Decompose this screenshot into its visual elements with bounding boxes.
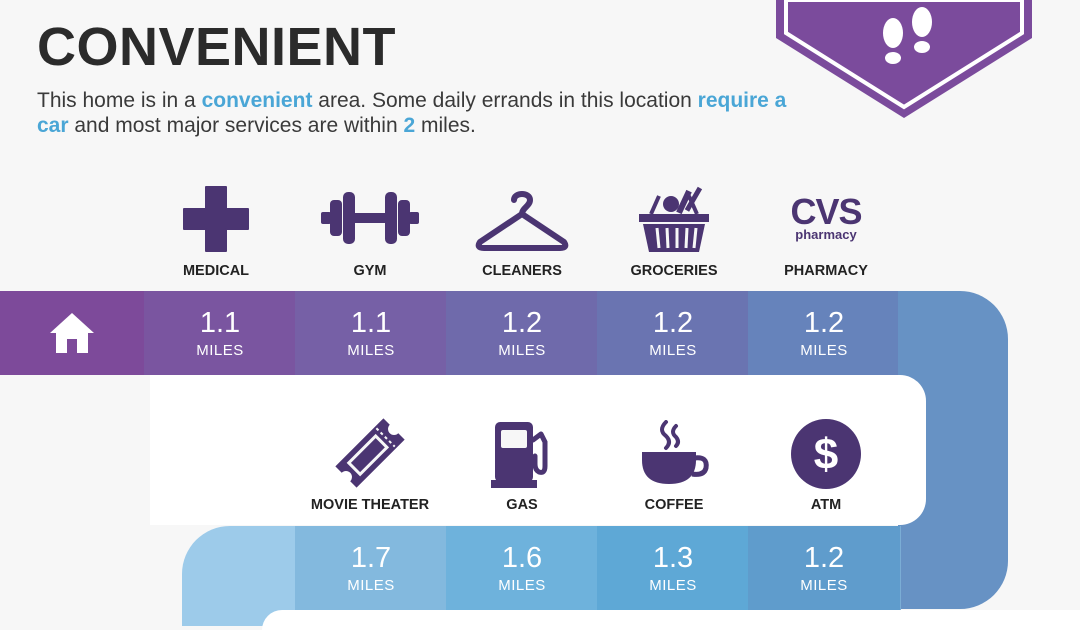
walk-score-badge: [776, 0, 1032, 118]
description-text: area. Some daily errands in this locatio…: [312, 89, 698, 112]
footprints-icon: [883, 7, 932, 64]
ticket-icon: [335, 418, 405, 488]
home-segment: [0, 291, 144, 375]
home-icon: [50, 313, 94, 353]
label-movie-theater: MOVIE THEATER: [310, 497, 430, 513]
cvs-logo-text: CVS: [790, 191, 862, 232]
distance-unit: MILES: [649, 576, 697, 594]
distance-unit: MILES: [649, 341, 697, 359]
badge-inner-border: [784, 0, 1024, 110]
distance-cell-movie-theater: 1.7 MILES: [295, 526, 448, 610]
distance-value: 1.3: [652, 541, 694, 574]
road-inner-cutout-bottom: [262, 610, 1080, 630]
distance-value: 1.1: [350, 306, 392, 339]
distance-unit: MILES: [498, 576, 546, 594]
road-row2-left: [182, 526, 302, 626]
label-gas: GAS: [506, 497, 538, 513]
svg-text:$: $: [814, 430, 838, 479]
distance-unit: MILES: [498, 341, 546, 359]
distance-cell-gas: 1.6 MILES: [446, 526, 599, 610]
label-cleaners: CLEANERS: [482, 263, 562, 279]
distance-value: 1.7: [350, 541, 392, 574]
label-coffee: COFFEE: [644, 497, 704, 513]
medical-cross-icon: [183, 186, 249, 252]
cvs-pharmacy-logo: CVS pharmacy: [790, 191, 862, 242]
distance-value: 1.2: [501, 306, 543, 339]
grocery-basket-icon: [639, 186, 709, 252]
description-text: miles.: [415, 114, 476, 137]
distance-cell-groceries: 1.2 MILES: [597, 291, 750, 375]
distance-cell-medical: 1.1 MILES: [144, 291, 297, 375]
dumbbell-icon: [321, 192, 419, 244]
badge-shape: [776, 0, 1032, 118]
distance-cell-pharmacy: 1.2 MILES: [748, 291, 901, 375]
dollar-icon: $: [791, 419, 861, 489]
description: This home is in a convenient area. Some …: [37, 88, 797, 138]
gas-pump-icon: [491, 422, 548, 488]
distance-unit: MILES: [800, 341, 848, 359]
distance-value: 1.2: [803, 541, 845, 574]
description-highlight-convenient: convenient: [201, 89, 313, 112]
description-highlight-car: require a car: [37, 89, 787, 137]
label-pharmacy: PHARMACY: [784, 263, 868, 279]
description-text: and most major services are within: [68, 114, 404, 137]
distance-unit: MILES: [196, 341, 244, 359]
distance-unit: MILES: [800, 576, 848, 594]
label-atm: ATM: [810, 497, 842, 513]
distance-unit: MILES: [347, 576, 395, 594]
distance-cell-coffee: 1.3 MILES: [597, 526, 750, 610]
coffee-cup-icon: [642, 420, 709, 484]
description-highlight-miles: 2: [403, 114, 416, 137]
page-title: CONVENIENT: [37, 17, 397, 77]
distance-cell-cleaners: 1.2 MILES: [446, 291, 599, 375]
distance-unit: MILES: [347, 341, 395, 359]
description-text: This home is in a: [37, 89, 202, 112]
distance-value: 1.2: [652, 306, 694, 339]
label-medical: MEDICAL: [182, 263, 250, 279]
cvs-logo-subtext: pharmacy: [795, 227, 857, 242]
distance-value: 1.6: [501, 541, 543, 574]
distance-value: 1.2: [803, 306, 845, 339]
distance-value: 1.1: [199, 306, 241, 339]
label-gym: GYM: [353, 263, 387, 279]
distance-cell-gym: 1.1 MILES: [295, 291, 448, 375]
distance-cell-atm: 1.2 MILES: [748, 526, 901, 610]
label-groceries: GROCERIES: [630, 263, 718, 279]
hanger-icon: [475, 191, 569, 251]
